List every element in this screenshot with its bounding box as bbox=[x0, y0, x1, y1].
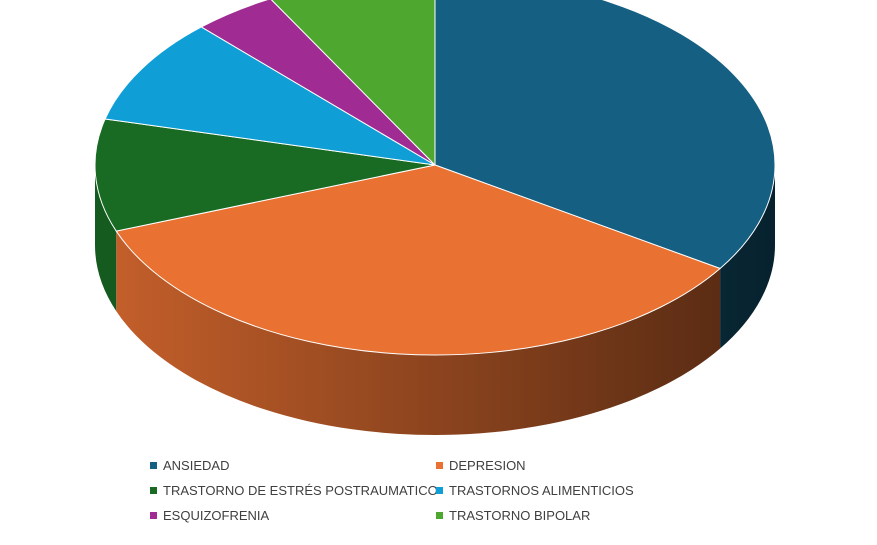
legend-item-trastorno-bipolar: TRASTORNO BIPOLAR bbox=[436, 506, 710, 525]
chart-legend: ANSIEDAD DEPRESION TRASTORNO DE ESTRÉS POS… bbox=[150, 456, 710, 525]
legend-item-depresion: DEPRESION bbox=[436, 456, 710, 475]
legend-label: TRASTORNO BIPOLAR bbox=[449, 508, 591, 523]
legend-swatch bbox=[150, 462, 157, 469]
pie-slice-trastorno-de-estres-postraumatico bbox=[94, 118, 436, 232]
pie-slice-depresion bbox=[115, 164, 721, 356]
legend-swatch bbox=[150, 512, 157, 519]
legend-label: ANSIEDAD bbox=[163, 458, 230, 473]
legend-item-trastorno-de-estres-postraumatico: TRASTORNO DE ESTRÉS POSTRAUMATICO bbox=[150, 481, 438, 500]
legend-swatch bbox=[436, 462, 443, 469]
pie-slice-trastornos-alimenticios bbox=[104, 26, 436, 166]
legend-label: TRASTORNOS ALIMENTICIOS bbox=[449, 483, 634, 498]
legend-swatch bbox=[436, 487, 443, 494]
pie-slice-ansiedad bbox=[434, 0, 776, 270]
legend-label: DEPRESION bbox=[449, 458, 526, 473]
pie-slice-esquizofrenia bbox=[200, 0, 436, 166]
legend-label: ESQUIZOFRENIA bbox=[163, 508, 270, 523]
legend-item-trastornos-alimenticios: TRASTORNOS ALIMENTICIOS bbox=[436, 481, 710, 500]
pie-side-ansiedad bbox=[720, 165, 775, 349]
legend-item-ansiedad: ANSIEDAD bbox=[150, 456, 436, 475]
legend-swatch bbox=[436, 512, 443, 519]
pie-slice-trastorno-bipolar bbox=[271, 0, 436, 166]
legend-label: TRASTORNO DE ESTRÉS POSTRAUMATICO bbox=[163, 483, 438, 498]
pie-side-trastorno-de-estres-postraumatico bbox=[95, 165, 117, 312]
legend-item-esquizofrenia: ESQUIZOFRENIA bbox=[150, 506, 436, 525]
pie-top bbox=[94, 0, 776, 356]
pie-sides bbox=[95, 165, 775, 436]
legend-swatch bbox=[150, 487, 157, 494]
pie-side-depresion bbox=[116, 231, 721, 436]
